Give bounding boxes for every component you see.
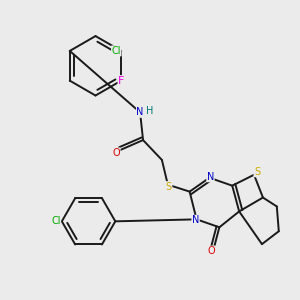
Text: N: N <box>192 215 199 225</box>
Text: N: N <box>207 172 214 182</box>
Text: Cl: Cl <box>51 216 61 226</box>
Text: F: F <box>118 76 124 85</box>
Text: N: N <box>136 107 144 117</box>
Text: H: H <box>146 106 154 116</box>
Text: S: S <box>254 167 260 177</box>
Text: O: O <box>112 148 120 158</box>
Text: S: S <box>166 182 172 192</box>
Text: O: O <box>208 246 215 256</box>
Text: Cl: Cl <box>112 46 121 56</box>
